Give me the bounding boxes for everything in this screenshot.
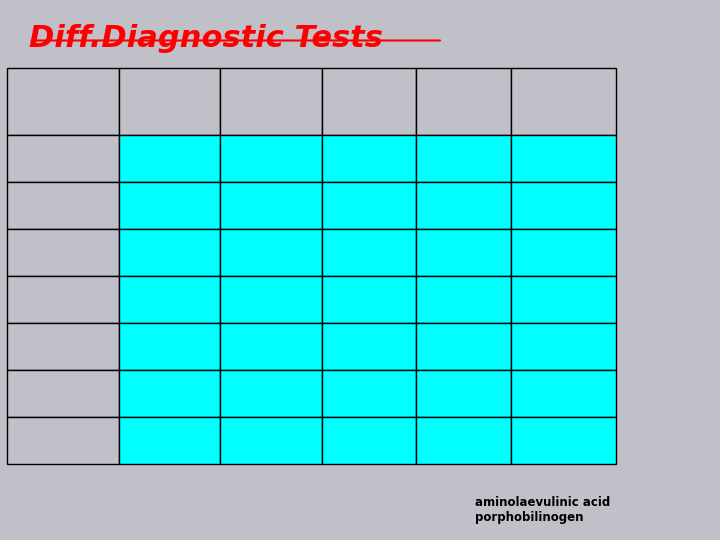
Text: Variable.: Variable. xyxy=(531,245,595,260)
Text: ↓: ↓ xyxy=(163,292,176,307)
Text: Lead
poisoning: Lead poisoning xyxy=(529,87,598,115)
Text: N: N xyxy=(558,151,569,166)
Text: ↑: ↑ xyxy=(557,339,570,354)
Text: ↑: ↑ xyxy=(457,151,470,166)
Text: TIBC: TIBC xyxy=(47,199,79,212)
Text: aminolaevulinic acid
porphobilinogen: aminolaevulinic acid porphobilinogen xyxy=(475,496,611,524)
Text: ALA↑, Pb↑: ALA↑, Pb↑ xyxy=(523,433,603,448)
Text: +: + xyxy=(557,386,570,401)
Text: ↑: ↑ xyxy=(457,245,470,260)
Text: S.Iron: S.Iron xyxy=(42,246,84,259)
Text: FEP: FEP xyxy=(50,340,76,353)
Text: ↑: ↑ xyxy=(457,339,470,354)
Text: Rf etc.: Rf etc. xyxy=(247,433,294,448)
Text: +: + xyxy=(265,386,276,401)
Text: ↑ N: ↑ N xyxy=(450,292,477,307)
Text: ↑: ↑ xyxy=(163,339,176,354)
Text: Diff.Diagnostic Tests: Diff.Diagnostic Tests xyxy=(29,24,382,53)
Text: ↓: ↓ xyxy=(163,151,176,166)
Text: Thalasse-
mia.: Thalasse- mia. xyxy=(336,87,402,115)
Text: +: + xyxy=(363,386,375,401)
Text: ↓: ↓ xyxy=(264,292,277,307)
Text: N: N xyxy=(558,198,569,213)
Text: HbA₂
HbF ↑: HbA₂ HbF ↑ xyxy=(346,424,392,457)
Text: Iron
deficiency: Iron deficiency xyxy=(133,87,205,115)
Text: +: + xyxy=(458,386,469,401)
Text: N ↑: N ↑ xyxy=(355,292,383,307)
Text: N ↑: N ↑ xyxy=(355,245,383,260)
Text: N ↑: N ↑ xyxy=(355,151,383,166)
Text: Marrow iron: Marrow iron xyxy=(20,387,106,400)
Text: -: - xyxy=(166,386,172,401)
Text: Special tests: Special tests xyxy=(18,434,108,447)
Text: ↓: ↓ xyxy=(264,198,277,213)
Text: ↑: ↑ xyxy=(557,292,570,307)
Text: Chronic
disease: Chronic disease xyxy=(244,87,297,115)
Text: ↓: ↓ xyxy=(264,245,277,260)
Text: ↑: ↑ xyxy=(264,339,277,354)
Text: ↓: ↓ xyxy=(163,245,176,260)
Text: S.Ferritin: S.Ferritin xyxy=(30,152,96,165)
Text: ↑: ↑ xyxy=(163,198,176,213)
Text: N: N xyxy=(364,339,374,354)
Text: HbA₂↓: HbA₂↓ xyxy=(145,433,194,448)
Text: Siderobl.
anemia: Siderobl. anemia xyxy=(432,87,495,115)
Text: ↓ N: ↓ N xyxy=(450,198,477,213)
Text: Ring
Siderobl: Ring Siderobl xyxy=(434,424,493,457)
Text: N ↑: N ↑ xyxy=(257,151,284,166)
Text: T.Satur.: T.Satur. xyxy=(37,293,89,306)
Text: N: N xyxy=(364,198,374,213)
